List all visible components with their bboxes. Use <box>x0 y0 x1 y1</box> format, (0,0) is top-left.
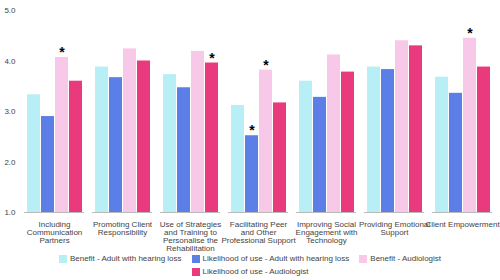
svg-text:Providing EmotionalSupport: Providing EmotionalSupport <box>359 220 430 237</box>
svg-text:*: * <box>59 44 65 60</box>
svg-text:Use of Strategiesand Training: Use of Strategiesand Training toPersonal… <box>160 220 221 252</box>
svg-text:*: * <box>467 25 473 41</box>
svg-text:*: * <box>249 122 255 138</box>
svg-text:2.0: 2.0 <box>4 158 16 167</box>
svg-text:3.0: 3.0 <box>4 107 16 116</box>
html-text:Likelihood of use - Adult with: Likelihood of use - Adult with hearing l… <box>202 254 350 263</box>
svg-text:1.0: 1.0 <box>4 208 16 217</box>
svg-text:*: * <box>263 57 269 73</box>
svg-text:Promoting ClientResponsibility: Promoting ClientResponsibility <box>93 220 153 237</box>
svg-text:Facilitating Peerand OtherProf: Facilitating Peerand OtherProfessional S… <box>221 220 296 245</box>
svg-text:4.0: 4.0 <box>4 57 16 66</box>
svg-text:*: * <box>209 50 215 66</box>
svg-text:IncludingCommunicationPartners: IncludingCommunicationPartners <box>27 220 83 245</box>
svg-text:Improving SocialEngagement wit: Improving SocialEngagement withTechnolog… <box>296 220 358 245</box>
html-text:Benefit - Audiologist: Benefit - Audiologist <box>370 254 441 263</box>
html-text:Benefit - Adult with hearing l: Benefit - Adult with hearing loss <box>69 254 182 263</box>
svg-text:Client Empowerment: Client Empowerment <box>425 220 500 229</box>
svg-text:5.0: 5.0 <box>4 6 16 15</box>
html-text:Likelihood of use - Audiologis: Likelihood of use - Audiologist <box>202 267 309 276</box>
